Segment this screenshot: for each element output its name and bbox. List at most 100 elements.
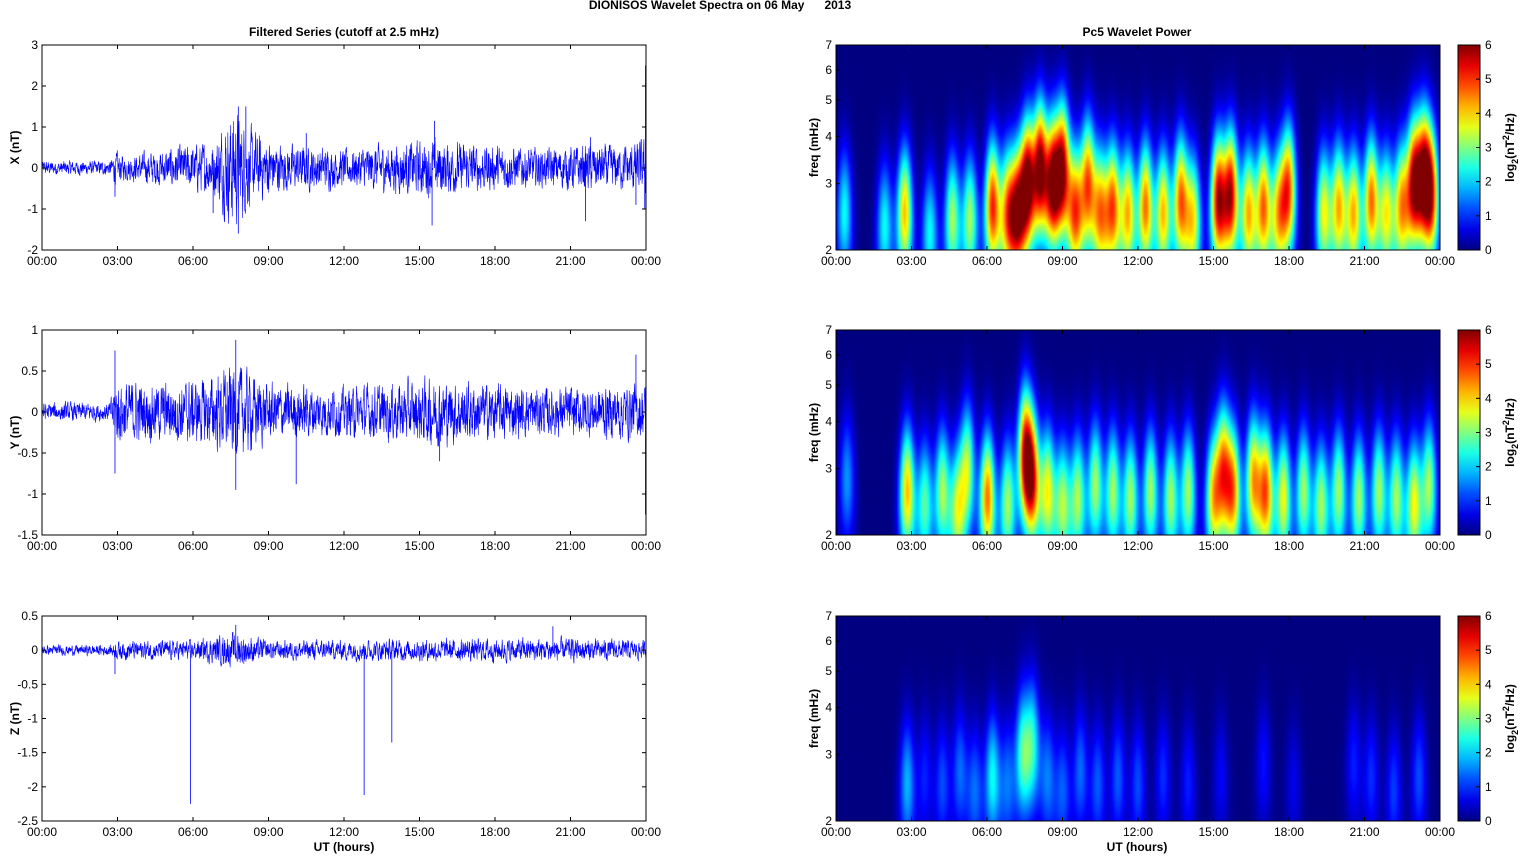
x-tick-label: 21:00: [555, 254, 585, 268]
x-tick-label: 12:00: [329, 825, 359, 839]
colorbar-tick-label: 5: [1485, 72, 1492, 86]
right-column-title: Pc5 Wavelet Power: [1083, 25, 1192, 39]
y-axis-label: freq (mHz): [807, 403, 821, 462]
x-tick-label: 18:00: [480, 254, 510, 268]
colorbar-label: log2(nT2/Hz): [1501, 113, 1520, 182]
y-axis-label: freq (mHz): [807, 689, 821, 748]
y-tick-label: 2: [825, 814, 832, 828]
x-tick-label: 18:00: [1274, 254, 1304, 268]
y-axis-label: Y (nT): [8, 416, 22, 450]
wavelet-power-heatmap: [836, 45, 1440, 250]
x-tick-label: 15:00: [404, 825, 434, 839]
colorbar-tick-label: 0: [1485, 814, 1492, 828]
y-tick-label: -2: [27, 243, 38, 257]
colorbar-tick-label: 2: [1485, 460, 1492, 474]
x-tick-label: 15:00: [1198, 539, 1228, 553]
y-tick-label: 6: [825, 63, 832, 77]
y-tick-label: 2: [31, 79, 38, 93]
y-tick-label: 2: [825, 528, 832, 542]
x-tick-label: 03:00: [102, 254, 132, 268]
figure-title: DIONISOS Wavelet Spectra on 06 May 2013: [589, 0, 852, 12]
y-tick-label: 7: [825, 38, 832, 52]
colorbar-tick-label: 2: [1485, 746, 1492, 760]
wavelet-panel-x: 2 3 4 5 6 7 00:00 03:00 06:00 09:00 12:00 15:00 18:0…: [807, 38, 1520, 268]
x-tick-label: 21:00: [555, 539, 585, 553]
colorbar-tick-label: 3: [1485, 426, 1492, 440]
signal-line: [41, 366, 647, 454]
timeseries-panel-z: -2.5 -2 -1.5 -1 -0.5 0 0.5 00:00 03:00 06:00 09:00…: [8, 609, 661, 839]
x-tick-label: 00:00: [821, 825, 851, 839]
timeseries-panel-y: -1.5 -1 -0.5 0 0.5 1 00:00 03:00 06:00 09:00 12:00…: [8, 323, 661, 553]
x-tick-label: 00:00: [27, 825, 57, 839]
x-tick-label: 21:00: [555, 825, 585, 839]
colorbar-tick-label: 6: [1485, 609, 1492, 623]
x-tick-label: 15:00: [404, 254, 434, 268]
wavelet-power-heatmap: [836, 330, 1440, 535]
y-tick-label: 0.5: [21, 364, 38, 378]
y-tick-label: -1: [27, 712, 38, 726]
y-tick-label: 4: [825, 701, 832, 715]
y-tick-label: -2.5: [17, 814, 38, 828]
x-tick-label: 06:00: [972, 254, 1002, 268]
x-tick-label: 00:00: [821, 254, 851, 268]
x-tick-label: 06:00: [178, 825, 208, 839]
x-tick-label: 00:00: [1425, 825, 1455, 839]
y-tick-label: -1: [27, 202, 38, 216]
x-tick-label: 21:00: [1349, 254, 1379, 268]
x-tick-label: 00:00: [821, 539, 851, 553]
y-tick-label: 0.5: [21, 609, 38, 623]
y-tick-label: -1: [27, 487, 38, 501]
y-tick-label: -1.5: [17, 528, 38, 542]
y-tick-label: 6: [825, 634, 832, 648]
colorbar: 0 1 2 3 4 5 6 log2(nT2/Hz): [1457, 609, 1520, 828]
y-axis-label: Z (nT): [8, 702, 22, 735]
y-tick-label: 7: [825, 323, 832, 337]
x-tick-label: 06:00: [972, 539, 1002, 553]
x-tick-label: 21:00: [1349, 825, 1379, 839]
y-tick-label: 7: [825, 609, 832, 623]
y-tick-label: 4: [825, 130, 832, 144]
x-tick-label: 09:00: [1047, 825, 1077, 839]
y-tick-label: -0.5: [17, 677, 38, 691]
y-tick-label: 1: [31, 323, 38, 337]
x-tick-label: 00:00: [631, 825, 661, 839]
x-tick-label: 00:00: [27, 539, 57, 553]
x-tick-label: 15:00: [1198, 254, 1228, 268]
x-tick-label: 00:00: [631, 539, 661, 553]
colorbar-tick-label: 6: [1485, 38, 1492, 52]
y-tick-label: -2: [27, 780, 38, 794]
y-tick-label: 3: [825, 177, 832, 191]
x-tick-label: 09:00: [253, 539, 283, 553]
colorbar: 0 1 2 3 4 5 6 log2(nT2/Hz): [1457, 38, 1520, 257]
x-tick-label: 03:00: [896, 825, 926, 839]
x-tick-label: 15:00: [1198, 825, 1228, 839]
colorbar-tick-label: 4: [1485, 677, 1492, 691]
colorbar-tick-label: 0: [1485, 528, 1492, 542]
x-tick-label: 00:00: [631, 254, 661, 268]
x-tick-label: 03:00: [896, 539, 926, 553]
x-tick-label: 03:00: [102, 825, 132, 839]
y-tick-label: -0.5: [17, 446, 38, 460]
x-tick-label: 09:00: [1047, 539, 1077, 553]
left-column-title: Filtered Series (cutoff at 2.5 mHz): [249, 25, 439, 39]
y-tick-label: 4: [825, 415, 832, 429]
x-tick-label: 03:00: [102, 539, 132, 553]
colorbar-tick-label: 5: [1485, 643, 1492, 657]
colorbar-tick-label: 1: [1485, 494, 1492, 508]
x-tick-label: 12:00: [1123, 825, 1153, 839]
x-tick-label: 18:00: [480, 825, 510, 839]
x-tick-label: 09:00: [253, 825, 283, 839]
x-tick-label: 12:00: [329, 539, 359, 553]
y-tick-label: 5: [825, 664, 832, 678]
y-axis-label: freq (mHz): [807, 118, 821, 177]
colorbar-label: log2(nT2/Hz): [1501, 684, 1520, 753]
y-tick-label: 3: [31, 38, 38, 52]
x-tick-label: 06:00: [972, 825, 1002, 839]
x-tick-label: 00:00: [1425, 539, 1455, 553]
colorbar-tick-label: 6: [1485, 323, 1492, 337]
y-tick-label: 5: [825, 378, 832, 392]
x-tick-label: 18:00: [1274, 539, 1304, 553]
x-tick-label: 06:00: [178, 539, 208, 553]
wavelet-power-heatmap: [836, 616, 1440, 821]
